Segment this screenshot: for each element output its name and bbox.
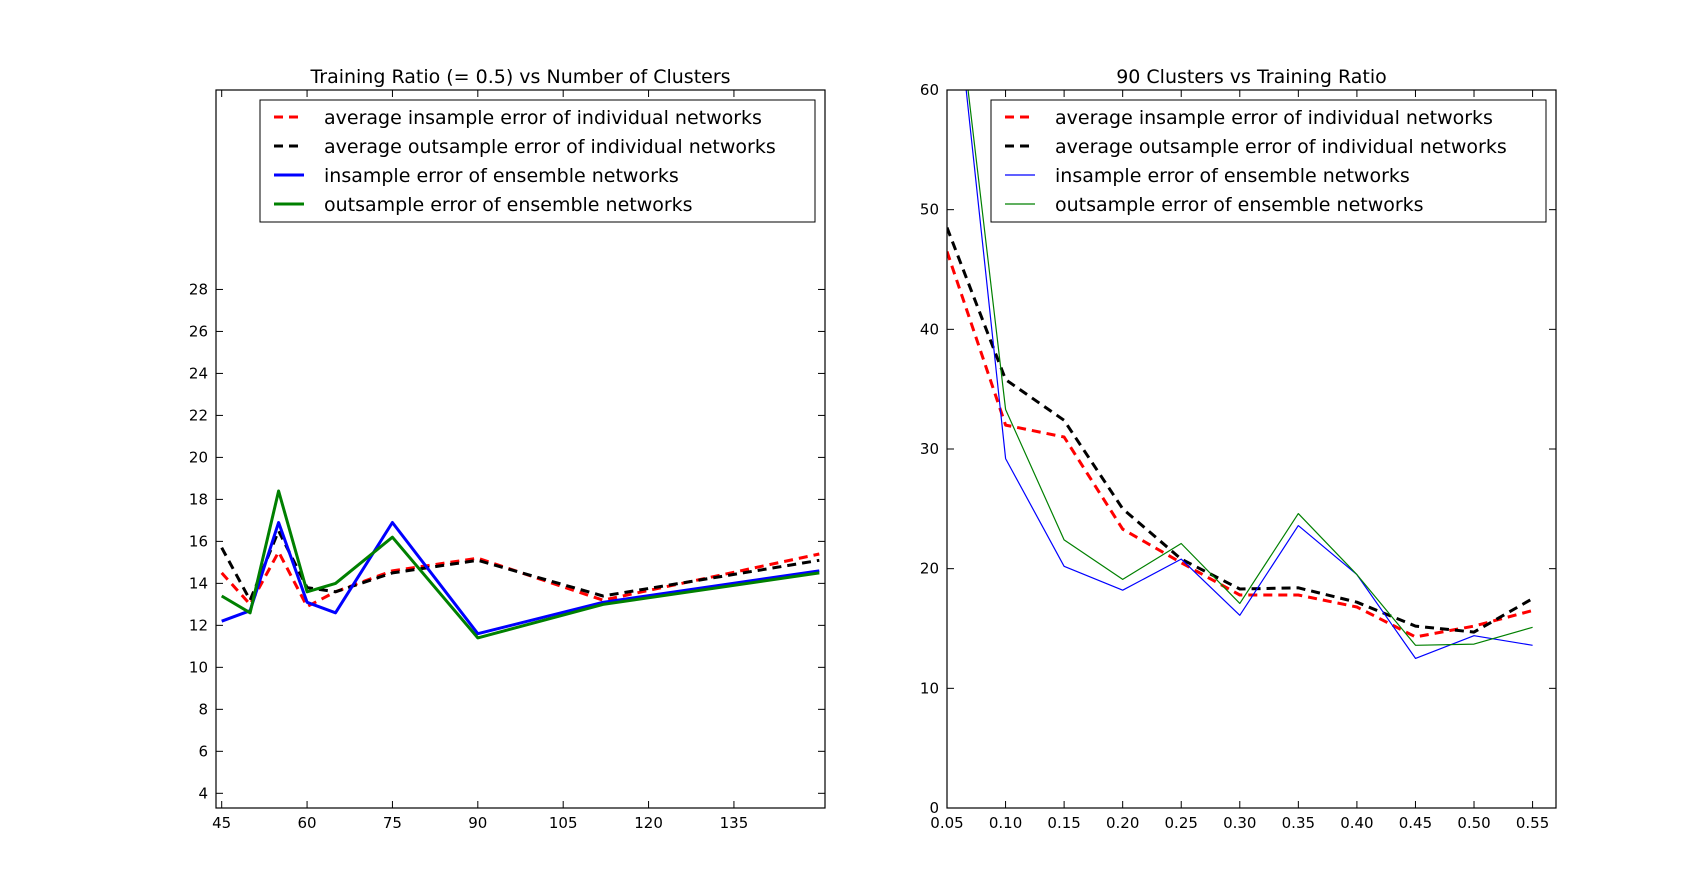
left-series-line-2 <box>220 529 820 602</box>
left-chart-title: Training Ratio (= 0.5) vs Number of Clus… <box>309 66 730 88</box>
left-y-tick-label: 8 <box>198 700 208 718</box>
left-legend-label-4: outsample error of ensemble networks <box>324 194 693 216</box>
left-x-tick-label: 75 <box>383 814 402 832</box>
right-x-tick-label: 0.20 <box>1106 814 1139 832</box>
left-y-tick-label: 26 <box>189 322 208 340</box>
left-series-line-4 <box>220 489 820 640</box>
left-y-tick-label: 18 <box>189 490 208 508</box>
left-chart-panel: Training Ratio (= 0.5) vs Number of Clus… <box>189 66 826 832</box>
left-legend: average insample error of individual net… <box>259 99 816 223</box>
right-y-tick-label: 40 <box>920 320 939 338</box>
left-legend-label-3: insample error of ensemble networks <box>324 165 679 187</box>
right-y-tick-label: 60 <box>920 81 939 99</box>
right-y-tick-label: 20 <box>920 560 939 578</box>
right-plot-frame <box>946 89 1557 809</box>
right-series-line-1 <box>947 251 1533 639</box>
right-x-tick-label: 0.35 <box>1282 814 1315 832</box>
right-x-tick-label: 0.55 <box>1516 814 1549 832</box>
right-x-tick-label: 0.45 <box>1399 814 1432 832</box>
left-x-tick-label: 45 <box>212 814 231 832</box>
left-y-tick-label: 16 <box>189 532 208 550</box>
left-legend-box <box>259 99 816 223</box>
left-y-tick-label: 12 <box>189 616 208 634</box>
left-y-tick-label: 6 <box>198 742 208 760</box>
left-y-tick-label: 24 <box>189 364 208 382</box>
left-x-tick-label: 135 <box>720 814 749 832</box>
left-y-tick-label: 4 <box>198 784 208 802</box>
right-x-tick-label: 0.10 <box>989 814 1022 832</box>
left-x-tick-label: 120 <box>634 814 663 832</box>
right-legend-box <box>990 99 1547 223</box>
left-legend-label-1: average insample error of individual net… <box>324 107 762 129</box>
right-x-tick-label: 0.05 <box>930 814 963 832</box>
right-series-line-3 <box>965 90 1533 660</box>
right-series-line-2 <box>947 227 1534 634</box>
right-y-tick-label: 0 <box>929 799 939 817</box>
left-y-tick-label: 20 <box>189 448 208 466</box>
left-y-tick-label: 28 <box>189 280 208 298</box>
right-y-tick-label: 50 <box>920 201 939 219</box>
left-x-tick-label: 105 <box>549 814 578 832</box>
right-x-tick-label: 0.50 <box>1457 814 1490 832</box>
right-y-tick-label: 30 <box>920 440 939 458</box>
right-x-tick-label: 0.40 <box>1340 814 1373 832</box>
left-y-tick-label: 22 <box>189 406 208 424</box>
right-y-tick-label: 10 <box>920 679 939 697</box>
right-legend: average insample error of individual net… <box>990 99 1547 223</box>
right-legend-label-1: average insample error of individual net… <box>1055 107 1493 129</box>
left-x-tick-label: 60 <box>298 814 317 832</box>
right-x-tick-label: 0.15 <box>1047 814 1080 832</box>
right-x-tick-label: 0.25 <box>1165 814 1198 832</box>
left-tick-layer: 45 60 75 90 105 120 135 4 6 8 10 12 14 16 18 20 22 24 26 28 <box>189 90 825 832</box>
left-y-tick-label: 10 <box>189 658 208 676</box>
right-series-line-4 <box>967 90 1533 646</box>
left-series-line-3 <box>221 521 820 636</box>
right-legend-label-3: insample error of ensemble networks <box>1055 165 1410 187</box>
right-x-tick-label: 0.30 <box>1223 814 1256 832</box>
right-series-layer <box>947 90 1534 660</box>
right-tick-layer: 0.05 0.10 0.15 0.20 0.25 0.30 0.35 0.40 0.45 0.50… <box>920 81 1556 832</box>
left-x-tick-label: 90 <box>468 814 487 832</box>
right-legend-label-2: average outsample error of individual ne… <box>1055 136 1507 158</box>
left-plot-frame <box>215 89 826 809</box>
right-chart-title: 90 Clusters vs Training Ratio <box>1116 66 1387 88</box>
left-series-layer <box>220 489 820 640</box>
right-legend-label-4: outsample error of ensemble networks <box>1055 194 1424 216</box>
left-y-tick-label: 14 <box>189 574 208 592</box>
right-chart-panel: 90 Clusters vs Training Ratio 0.05 0.10 0.… <box>920 66 1557 832</box>
left-legend-label-2: average outsample error of individual ne… <box>324 136 776 158</box>
